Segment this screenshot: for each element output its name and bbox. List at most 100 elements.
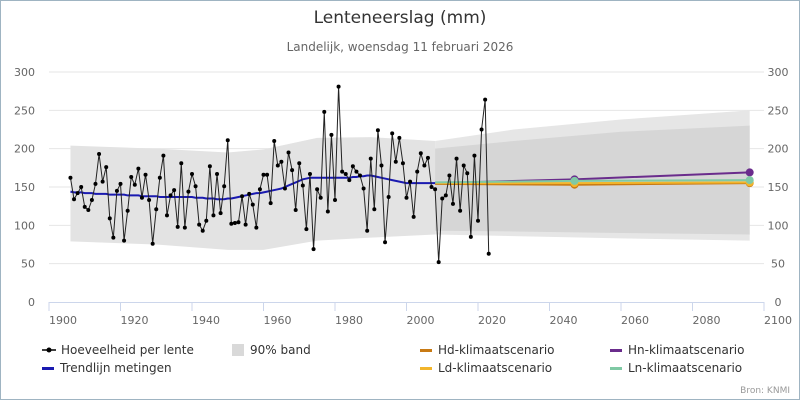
data-point xyxy=(197,222,202,227)
x-tick-label: 1940 xyxy=(192,314,220,327)
line-swatch-icon xyxy=(420,348,432,352)
data-point xyxy=(279,159,284,164)
data-point xyxy=(182,225,187,230)
data-point xyxy=(476,218,480,223)
data-point xyxy=(393,159,398,164)
data-point xyxy=(350,164,355,169)
data-point xyxy=(118,181,123,186)
chart-title: Lenteneerslag (mm) xyxy=(313,8,487,28)
legend-item-90-band[interactable]: 90% band xyxy=(232,343,311,357)
x-tick-label: 2040 xyxy=(550,314,578,327)
data-point xyxy=(154,207,159,212)
data-point xyxy=(175,224,180,229)
data-point xyxy=(186,189,191,194)
data-point xyxy=(365,228,370,233)
data-point xyxy=(282,186,287,191)
data-point xyxy=(75,191,80,196)
data-point xyxy=(82,204,87,209)
data-point xyxy=(307,171,312,176)
data-point xyxy=(236,220,241,225)
x-tick-label: 1980 xyxy=(335,314,363,327)
y-tick-label-right: 100 xyxy=(768,219,789,232)
legend-item-trendlijn[interactable]: Trendlijn metingen xyxy=(42,361,172,375)
data-point xyxy=(111,235,116,240)
x-tick-label: 1900 xyxy=(49,314,77,327)
data-point xyxy=(325,209,330,214)
data-point xyxy=(204,218,209,223)
series-lines xyxy=(68,84,754,265)
data-point xyxy=(129,175,134,180)
data-point xyxy=(243,222,248,227)
data-point xyxy=(268,201,273,206)
data-point xyxy=(486,251,491,256)
data-point xyxy=(483,97,488,102)
line-swatch-icon xyxy=(610,348,622,352)
data-point xyxy=(104,165,109,170)
data-point xyxy=(361,186,366,191)
data-point xyxy=(311,247,316,252)
y-tick-label-right: 250 xyxy=(768,104,789,117)
y-tick-label-right: 150 xyxy=(768,181,789,194)
data-point xyxy=(125,208,130,213)
data-point xyxy=(447,173,452,178)
scenario-point xyxy=(745,168,754,177)
legend-item-hoeveelheid[interactable]: Hoeveelheid per lente xyxy=(42,343,194,357)
data-point xyxy=(440,196,445,201)
data-point xyxy=(122,238,127,243)
data-point xyxy=(422,163,427,168)
data-point xyxy=(411,214,416,219)
legend-label: Hn-klimaatscenario xyxy=(628,343,745,357)
data-point xyxy=(322,109,327,114)
data-point xyxy=(164,213,169,218)
data-point xyxy=(304,227,309,232)
data-point xyxy=(89,198,94,203)
x-tick-label: 1920 xyxy=(121,314,149,327)
data-point xyxy=(143,172,148,177)
data-point xyxy=(347,178,352,183)
x-tick-label: 2000 xyxy=(407,314,435,327)
data-point xyxy=(468,234,473,239)
data-point xyxy=(86,208,91,212)
data-point xyxy=(318,195,323,200)
data-point xyxy=(354,169,359,174)
data-point xyxy=(100,179,105,184)
scenario-point xyxy=(570,176,579,185)
data-point xyxy=(250,202,255,207)
data-point xyxy=(225,138,230,143)
data-point xyxy=(454,156,459,161)
data-point xyxy=(190,171,194,176)
data-point xyxy=(433,187,438,192)
data-point xyxy=(293,208,298,212)
legend-item-hn[interactable]: Hn-klimaatscenario xyxy=(610,343,744,357)
data-point xyxy=(390,131,395,136)
x-tick-label: 2100 xyxy=(764,314,792,327)
data-point xyxy=(443,193,448,198)
data-point xyxy=(222,184,227,189)
data-point xyxy=(375,128,380,133)
data-point xyxy=(397,135,402,140)
data-point xyxy=(265,172,270,177)
legend-label: 90% band xyxy=(250,343,311,357)
legend-item-ld[interactable]: Ld-klimaatscenario xyxy=(420,361,552,375)
data-point xyxy=(147,198,152,203)
legend-item-hd[interactable]: Hd-klimaatscenario xyxy=(420,343,555,357)
data-point xyxy=(418,151,423,156)
data-point xyxy=(257,187,262,192)
scenario-point xyxy=(745,176,754,185)
data-point xyxy=(300,183,305,188)
data-point xyxy=(329,132,334,137)
data-point xyxy=(315,187,320,192)
data-point xyxy=(368,156,373,161)
chart-subtitle: Landelijk, woensdag 11 februari 2026 xyxy=(286,40,514,54)
data-point xyxy=(72,197,77,202)
data-point xyxy=(172,188,177,193)
data-point xyxy=(179,161,184,166)
data-point xyxy=(479,127,484,132)
observation-line xyxy=(69,86,490,263)
line-swatch-icon xyxy=(42,366,54,370)
data-point xyxy=(107,216,112,221)
y-tick-label-left: 50 xyxy=(21,258,35,271)
data-point xyxy=(400,161,405,166)
legend-item-ln[interactable]: Ln-klimaatscenario xyxy=(610,361,742,375)
